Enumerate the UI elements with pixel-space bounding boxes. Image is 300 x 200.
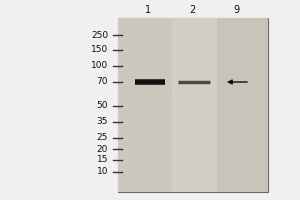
Text: 2: 2: [189, 5, 195, 15]
Text: 25: 25: [97, 134, 108, 142]
Bar: [217, 18, 268, 192]
Text: 100: 100: [91, 62, 108, 71]
Bar: [172, 18, 217, 192]
Text: 70: 70: [97, 77, 108, 86]
Text: 1: 1: [145, 5, 151, 15]
Text: 20: 20: [97, 144, 108, 154]
Text: 9: 9: [233, 5, 239, 15]
Text: 50: 50: [97, 102, 108, 110]
Text: 150: 150: [91, 46, 108, 54]
Bar: [118, 18, 172, 192]
Text: 250: 250: [91, 30, 108, 40]
Text: 15: 15: [97, 156, 108, 164]
Text: 10: 10: [97, 168, 108, 176]
Text: 35: 35: [97, 117, 108, 127]
Bar: [118, 18, 268, 192]
